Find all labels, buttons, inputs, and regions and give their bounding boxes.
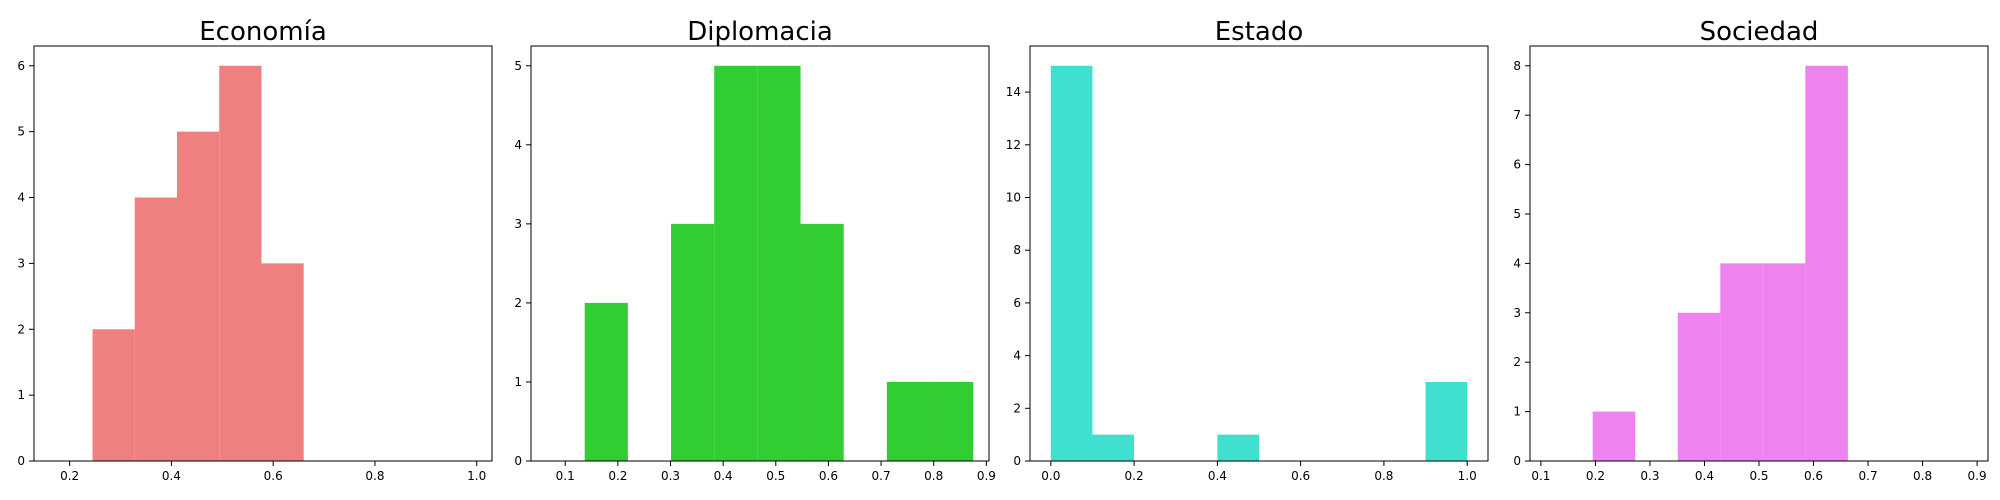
x-tick-label: 0.7 <box>1859 469 1878 483</box>
histogram-bar <box>1592 411 1636 461</box>
histogram-bar <box>177 131 220 461</box>
x-tick-label: 0.8 <box>365 469 384 483</box>
chart-title: Estado <box>1215 17 1304 47</box>
axes-frame <box>1529 45 1989 462</box>
histogram-bar <box>1217 434 1259 461</box>
histogram-bar <box>1762 263 1806 461</box>
panel-economia: Economía 0.2 0.4 0.6 0.8 1.0 0 1 2 3 4 5 6 <box>17 17 493 483</box>
y-tick-label: 0 <box>514 454 522 468</box>
y-tick-label: 12 <box>1006 138 1021 152</box>
y-tick-label: 8 <box>1513 59 1521 73</box>
x-tick-label: 0.6 <box>1804 469 1823 483</box>
x-tick-label: 0.4 <box>162 469 181 483</box>
y-tick-label: 6 <box>1513 158 1521 172</box>
histogram-bar <box>671 223 715 461</box>
chart-title: Sociedad <box>1700 17 1819 47</box>
x-tick-label: 0.0 <box>1041 469 1060 483</box>
x-tick-label: 0.7 <box>872 469 891 483</box>
x-tick-label: 1.0 <box>1458 469 1477 483</box>
histogram-bar <box>1805 65 1848 461</box>
histogram-bar <box>1720 263 1763 461</box>
histogram-bar <box>1677 312 1721 461</box>
y-tick-label: 3 <box>17 256 25 270</box>
y-tick-label: 3 <box>1513 306 1521 320</box>
y-tick-label: 2 <box>514 296 522 310</box>
histogram-bar <box>134 197 177 461</box>
y-tick-label: 1 <box>1513 405 1521 419</box>
y-tick-label: 5 <box>1513 207 1521 221</box>
y-tick-label: 14 <box>1006 85 1021 99</box>
histogram-bar <box>261 263 304 461</box>
x-tick-label: 0.9 <box>977 469 996 483</box>
y-tick-label: 3 <box>514 217 522 231</box>
y-tick-label: 0 <box>1013 454 1021 468</box>
y-tick-label: 1 <box>17 388 25 402</box>
x-tick-label: 0.8 <box>1913 469 1932 483</box>
y-tick-label: 8 <box>1013 243 1021 257</box>
x-tick-label: 0.9 <box>1968 469 1987 483</box>
histogram-bar <box>757 65 801 461</box>
y-tick-label: 1 <box>514 375 522 389</box>
y-tick-label: 4 <box>514 138 522 152</box>
y-tick-label: 10 <box>1006 191 1021 205</box>
x-tick-label: 0.8 <box>1374 469 1393 483</box>
y-tick-label: 5 <box>17 125 25 139</box>
x-tick-label: 0.8 <box>924 469 943 483</box>
x-tick-label: 0.3 <box>1640 469 1659 483</box>
y-tick-label: 2 <box>17 322 25 336</box>
y-tick-label: 5 <box>514 59 522 73</box>
histogram-bar <box>800 223 844 461</box>
histogram-bar <box>886 381 931 461</box>
histogram-bar <box>1425 381 1468 461</box>
y-tick-label: 7 <box>1513 108 1521 122</box>
histogram-bar <box>714 65 758 461</box>
chart-title: Economía <box>199 17 327 47</box>
histogram-bar <box>219 65 262 461</box>
x-tick-label: 0.3 <box>661 469 680 483</box>
x-tick-label: 0.5 <box>1749 469 1768 483</box>
axes-frame <box>33 45 493 462</box>
x-tick-label: 0.1 <box>556 469 575 483</box>
panel-estado: Estado 0.0 0.2 0.4 0.6 0.8 1.0 0 2 4 6 8 10 12 14 <box>1006 17 1489 483</box>
x-tick-label: 0.2 <box>1586 469 1605 483</box>
y-tick-label: 6 <box>17 59 25 73</box>
x-tick-label: 0.4 <box>1695 469 1714 483</box>
y-tick-label: 4 <box>1513 256 1521 270</box>
x-tick-label: 0.5 <box>766 469 785 483</box>
x-tick-label: 0.6 <box>819 469 838 483</box>
x-tick-label: 0.1 <box>1531 469 1550 483</box>
x-tick-label: 0.4 <box>1208 469 1227 483</box>
y-tick-label: 4 <box>1013 349 1021 363</box>
histogram-bar <box>1092 434 1135 461</box>
y-tick-label: 0 <box>17 454 25 468</box>
x-tick-label: 0.2 <box>608 469 627 483</box>
x-tick-label: 0.2 <box>60 469 79 483</box>
chart-title: Diplomacia <box>687 17 833 47</box>
y-tick-label: 2 <box>1513 355 1521 369</box>
y-tick-label: 0 <box>1513 454 1521 468</box>
histogram-bar <box>92 329 135 461</box>
panel-sociedad: Sociedad 0.1 0.2 0.3 0.4 0.5 0.6 0.7 0.8 0.9 0 1 2 3… <box>1513 17 1989 483</box>
x-tick-label: 0.4 <box>714 469 733 483</box>
x-tick-label: 1.0 <box>467 469 486 483</box>
x-tick-label: 0.6 <box>1291 469 1310 483</box>
axes-frame <box>530 45 990 462</box>
y-tick-label: 4 <box>17 191 25 205</box>
y-tick-label: 6 <box>1013 296 1021 310</box>
histogram-bar <box>930 381 974 461</box>
x-tick-label: 0.2 <box>1125 469 1144 483</box>
axes-frame <box>1029 45 1489 462</box>
panel-diplomacia: Diplomacia 0.1 0.2 0.3 0.4 0.5 0.6 0.7 0.8 0.9 0 1… <box>514 17 996 483</box>
histogram-bar <box>584 302 628 461</box>
histogram-bar <box>1050 65 1093 461</box>
y-tick-label: 2 <box>1013 401 1021 415</box>
x-tick-label: 0.6 <box>264 469 283 483</box>
